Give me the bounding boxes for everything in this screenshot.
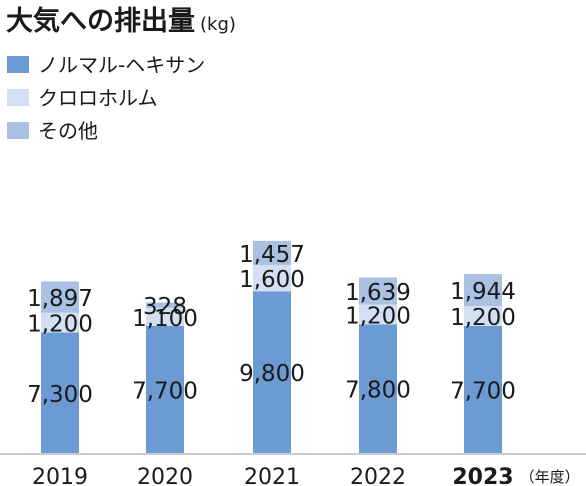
data-label-2022-series-2: 1,200 (345, 303, 411, 329)
bar-2019-series-3 (41, 281, 79, 313)
x-tick-2023: 2023 (452, 465, 513, 486)
data-label-2021-series-2: 1,600 (239, 267, 305, 293)
x-tick-2019: 2019 (32, 465, 88, 486)
data-label-2020-series-3: 328 (143, 294, 187, 320)
bar-2022-series-3 (359, 277, 397, 305)
data-label-2022-series-3: 1,639 (345, 280, 411, 306)
chart-title: 大気への排出量 (6, 5, 195, 37)
bar-2020-series-2 (146, 307, 184, 326)
bar-2023-series-2 (464, 306, 502, 326)
data-label-2019-series-2: 1,200 (27, 312, 93, 338)
legend-swatch-1 (7, 56, 29, 73)
data-label-2020-series-2: 1,100 (132, 306, 198, 332)
legend-swatch-3 (7, 122, 29, 139)
bars-group: 7,3001,2001,8977,7001,1003289,8001,6001,… (27, 240, 516, 453)
data-label-2023-series-3: 1,944 (450, 279, 516, 305)
bar-2021-series-2 (253, 264, 291, 292)
data-label-2022-series-1: 7,800 (345, 378, 411, 404)
data-label-2020-series-1: 7,700 (132, 378, 198, 404)
bar-2019-series-1 (41, 332, 79, 453)
bar-2022-series-1 (359, 324, 397, 453)
bar-2023-series-1 (464, 325, 502, 453)
data-label-2019-series-1: 7,300 (27, 382, 93, 408)
bar-2021-series-3 (253, 240, 291, 265)
bar-2019-series-2 (41, 312, 79, 333)
data-label-2019-series-3: 1,897 (27, 286, 93, 312)
bar-2022-series-2 (359, 304, 397, 325)
x-axis-suffix: （年度） (520, 468, 580, 486)
bar-2020-series-1 (146, 325, 184, 453)
bar-2023-series-3 (464, 274, 502, 307)
data-label-2023-series-2: 1,200 (450, 305, 516, 331)
x-tick-2020: 2020 (137, 465, 193, 486)
bar-2020-series-3 (146, 302, 184, 308)
chart-unit: (kg) (200, 14, 236, 35)
x-axis-ticks: 2019 2020 2021 2022 2023 (32, 465, 514, 486)
x-tick-2022: 2022 (350, 465, 406, 486)
legend-label-1: ノルマル-ヘキサン (38, 53, 205, 77)
bar-2021-series-1 (253, 291, 291, 453)
data-label-2023-series-1: 7,700 (450, 378, 516, 404)
legend-label-3: その他 (38, 119, 98, 143)
data-label-2021-series-3: 1,457 (239, 242, 305, 268)
data-label-2021-series-1: 9,800 (239, 361, 305, 387)
legend-label-2: クロロホルム (38, 86, 158, 110)
legend-swatch-2 (7, 89, 29, 106)
x-tick-2021: 2021 (244, 465, 300, 486)
